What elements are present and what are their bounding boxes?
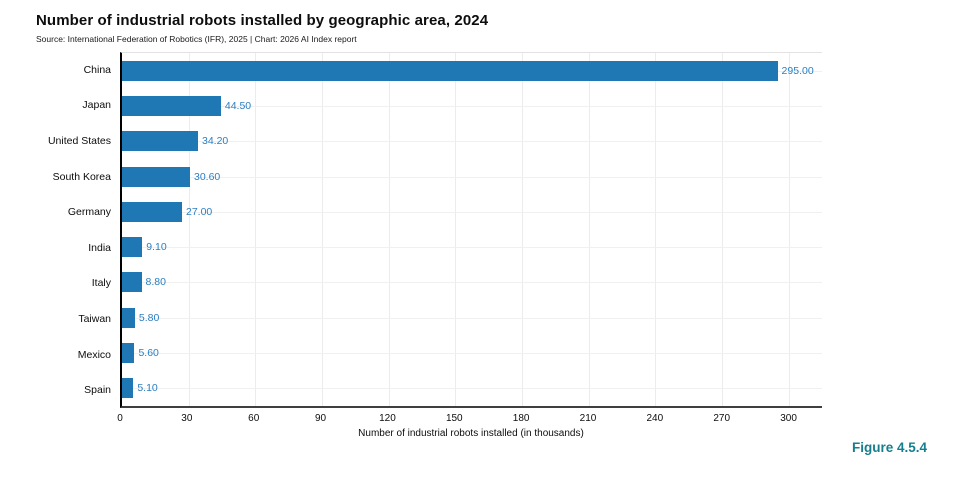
category-label-italy: Italy [91,277,111,290]
chart-title: Number of industrial robots installed by… [36,12,489,29]
value-label-taiwan: 5.80 [138,311,160,324]
gridline-vertical [588,53,590,406]
category-axis-labels: China Japan United States South Korea German… [0,52,116,408]
bar-row-south-korea: 30.60 [122,159,822,194]
gridline-horizontal [122,105,822,107]
bar-united-states [122,131,198,152]
value-label-italy: 8.80 [145,276,166,289]
bar-row-italy: 8.80 [122,265,822,300]
category-label-taiwan: Taiwan [78,312,111,325]
gridline-vertical [188,53,190,406]
bar-row-japan: 44.50 [122,88,822,123]
bar-row-mexico: 5.60 [122,335,822,370]
gridline-horizontal [122,141,822,143]
x-tick-210: 210 [579,413,597,424]
bar-japan [122,95,221,116]
x-tick-150: 150 [445,413,463,424]
x-tick-240: 240 [646,413,664,424]
value-label-japan: 44.50 [224,99,252,112]
bar-china [122,60,778,81]
gridline-vertical [322,53,323,406]
value-label-spain: 5.10 [137,382,158,395]
bar-germany [122,201,182,222]
x-axis-title: Number of industrial robots installed (i… [358,428,584,439]
gridline-horizontal [122,211,822,213]
x-tick-90: 90 [315,413,327,424]
category-label-india: India [88,241,111,254]
bar-row-taiwan: 5.80 [122,300,822,335]
figure-number-label: Figure 4.5.4 [851,440,927,455]
gridline-horizontal [122,353,822,355]
bar-south-korea [122,166,190,187]
value-label-germany: 27.00 [186,205,213,218]
gridline-vertical [522,53,523,406]
gridline-horizontal [122,247,822,249]
gridline-vertical [788,53,790,406]
gridline-vertical [722,53,723,406]
x-tick-60: 60 [248,413,260,424]
category-label-mexico: Mexico [77,348,111,361]
bar-spain [122,378,134,399]
category-label-china: China [83,63,111,76]
gridline-horizontal [122,388,822,390]
category-label-japan: Japan [82,99,111,112]
gridline-vertical [255,53,257,406]
value-label-united-states: 34.20 [201,135,229,148]
value-label-south-korea: 30.60 [194,170,221,183]
category-label-spain: Spain [84,384,111,397]
bar-india [122,237,143,258]
bar-row-germany: 27.00 [122,194,822,229]
gridline-vertical [655,53,657,406]
category-label-united-states: United States [47,134,111,147]
value-label-india: 9.10 [146,241,167,254]
gridline-vertical [455,53,457,406]
bar-row-united-states: 34.20 [122,124,822,159]
gridline-horizontal [122,282,822,284]
bar-taiwan [122,307,135,328]
x-tick-270: 270 [713,413,731,424]
x-tick-180: 180 [512,413,530,424]
value-label-china: 295.00 [781,64,814,77]
value-label-mexico: 5.60 [138,347,159,360]
x-tick-120: 120 [379,413,396,424]
gridline-horizontal [122,317,822,319]
chart-source-line: Source: International Federation of Robo… [36,34,357,44]
x-tick-0: 0 [117,413,123,424]
category-label-germany: Germany [67,206,111,219]
bar-row-china: 295.00 [122,53,822,88]
bar-row-spain: 5.10 [122,371,822,406]
gridline-horizontal [122,176,822,178]
bar-italy [122,272,142,293]
bar-mexico [122,343,135,364]
x-tick-30: 30 [181,413,193,424]
bar-row-india: 9.10 [122,230,822,265]
category-label-south-korea: South Korea [52,170,111,183]
gridline-vertical [388,53,390,406]
plot-area: 295.00 44.50 34.20 30.60 27.00 9.10 8.80 5.80 5.… [120,52,822,408]
x-tick-300: 300 [780,413,797,424]
